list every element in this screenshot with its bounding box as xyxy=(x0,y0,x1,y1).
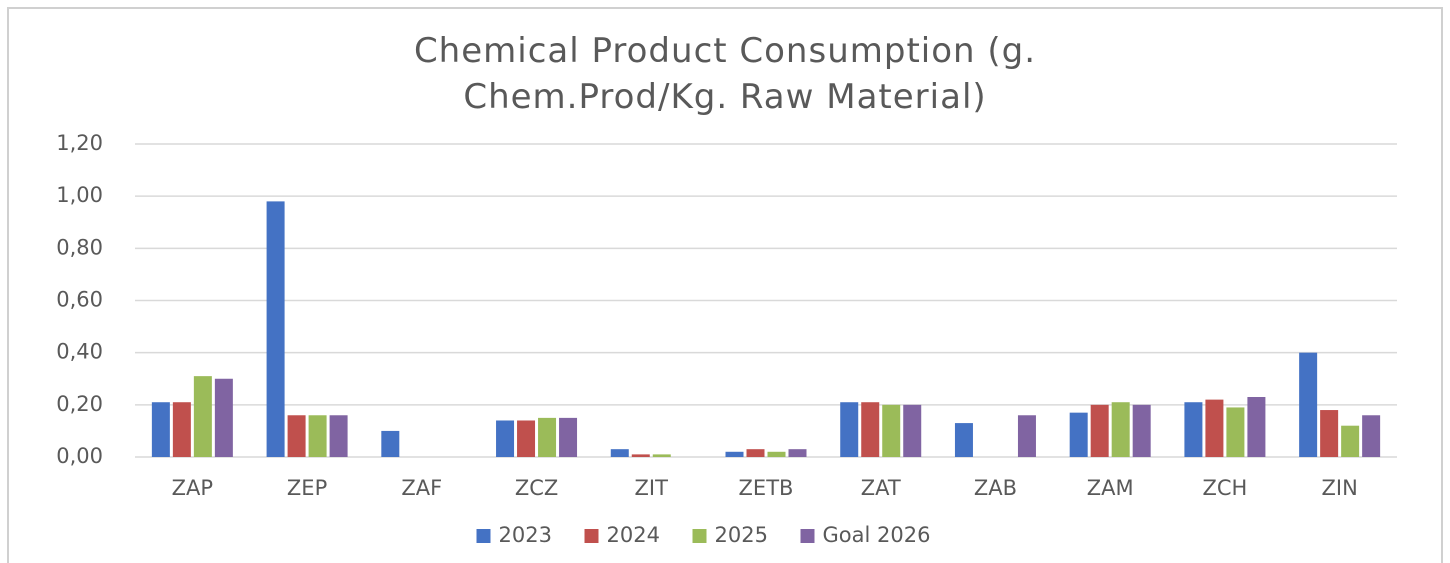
bar xyxy=(882,404,901,457)
bar xyxy=(1069,412,1088,457)
bar xyxy=(1205,399,1224,457)
bar xyxy=(287,415,306,457)
legend-label: 2023 xyxy=(499,523,552,547)
legend-label: 2024 xyxy=(607,523,660,547)
bar xyxy=(1090,404,1109,457)
bar xyxy=(767,451,786,457)
bar xyxy=(308,415,327,457)
bar xyxy=(746,449,765,457)
bar xyxy=(631,454,650,457)
y-tick-label: 0,40 xyxy=(56,340,103,364)
x-tick-label: ZAB xyxy=(974,476,1017,500)
y-tick-label: 0,00 xyxy=(56,444,103,468)
bar xyxy=(193,376,212,457)
legend-label: Goal 2026 xyxy=(823,523,931,547)
bar xyxy=(1247,397,1266,457)
x-tick-label: ZAT xyxy=(861,476,901,500)
y-tick-label: 0,60 xyxy=(56,288,103,312)
bar xyxy=(903,404,922,457)
bar xyxy=(788,449,807,457)
x-tick-label: ZEP xyxy=(287,476,327,500)
x-tick-label: ZETB xyxy=(739,476,794,500)
legend-swatch xyxy=(584,529,599,543)
bar xyxy=(517,420,536,457)
x-tick-label: ZIT xyxy=(635,476,669,500)
bar xyxy=(610,449,629,457)
chart-title: Chemical Product Consumption (g. Chem.Pr… xyxy=(413,31,1037,117)
bar xyxy=(652,454,671,457)
legend-swatch xyxy=(800,529,815,543)
bar xyxy=(954,423,973,457)
y-tick-label: 1,20 xyxy=(56,131,103,155)
bar xyxy=(266,201,285,457)
bar xyxy=(214,378,233,457)
y-tick-label: 0,80 xyxy=(56,235,103,259)
bar xyxy=(559,417,578,457)
chart-border xyxy=(7,7,1443,563)
bar xyxy=(1341,425,1360,457)
bar xyxy=(840,402,859,457)
legend-label: 2025 xyxy=(715,523,768,547)
bar xyxy=(1362,415,1381,457)
x-tick-label: ZAF xyxy=(401,476,442,500)
y-tick-label: 1,00 xyxy=(56,183,103,207)
bar xyxy=(329,415,348,457)
bar xyxy=(1184,402,1203,457)
legend-swatch xyxy=(692,529,707,543)
x-tick-label: ZAP xyxy=(172,476,213,500)
bar xyxy=(861,402,880,457)
bar xyxy=(538,417,557,457)
y-tick-label: 0,20 xyxy=(56,392,103,416)
bar xyxy=(1320,410,1339,457)
bar xyxy=(1132,404,1151,457)
x-tick-label: ZAM xyxy=(1087,476,1134,500)
x-tick-label: ZCH xyxy=(1202,476,1247,500)
legend-swatch xyxy=(476,529,491,543)
bar xyxy=(1299,352,1318,457)
bar xyxy=(381,430,400,457)
bar xyxy=(1226,407,1245,457)
bar xyxy=(172,402,191,457)
bar xyxy=(1111,402,1130,457)
bar xyxy=(496,420,515,457)
bar xyxy=(151,402,170,457)
bar xyxy=(1017,415,1036,457)
x-tick-label: ZCZ xyxy=(515,476,558,500)
x-tick-label: ZIN xyxy=(1321,476,1357,500)
bar xyxy=(725,451,744,457)
